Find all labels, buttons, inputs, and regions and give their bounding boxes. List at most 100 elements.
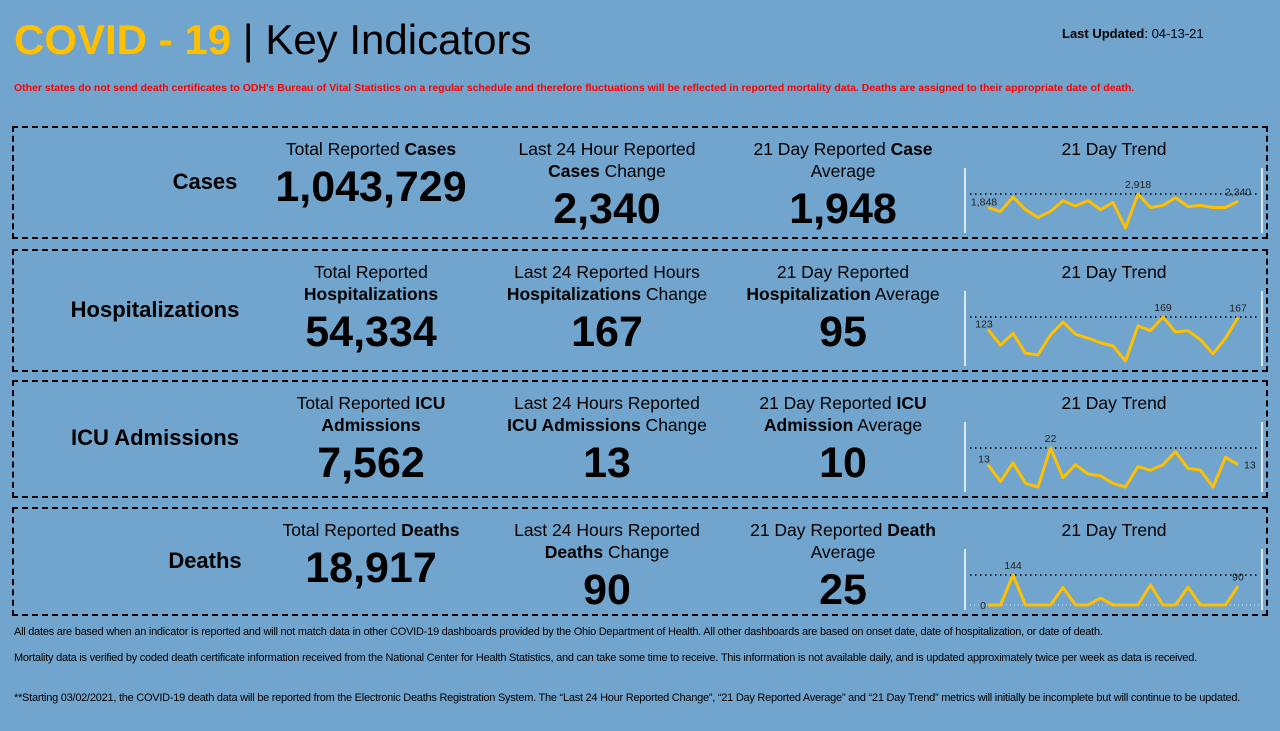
stat-header-text: ICU Admissions [507, 415, 641, 435]
stat-header-text: Change [641, 284, 708, 304]
stat-header-text: Average [810, 161, 876, 181]
stat-header-line: Average [723, 160, 963, 182]
last-updated: Last Updated: 04-13-21 [1062, 26, 1204, 41]
stat-header-text: Admission [763, 415, 854, 435]
stat-header-line: Admission Average [723, 414, 963, 436]
stat-header-line: 21 Day Reported ICU [723, 392, 963, 414]
panel-label: ICU Admissions [71, 425, 239, 450]
stat-value: 1,043,729 [275, 163, 467, 211]
trend-title: 21 Day Trend [1061, 262, 1167, 282]
trend-line [986, 315, 1240, 363]
trend-data-label: 167 [1229, 303, 1247, 315]
stat-header-text: Total Reported [314, 262, 428, 282]
last-updated-value: : 04-13-21 [1144, 26, 1204, 41]
stat-header-text: 21 Day Reported [753, 139, 891, 159]
stat-header-text: Hospitalization [746, 284, 871, 304]
trend-data-label: 13 [1244, 460, 1256, 472]
stat-value: 167 [571, 308, 643, 356]
stat-header-text: Deaths [544, 542, 604, 562]
trend-data-label: 169 [1154, 302, 1172, 314]
stat-header-line: Hospitalizations [251, 283, 491, 305]
stat-cell: Last 24 Hours Reported Deaths Change 90 [487, 519, 727, 615]
trend-chart: 21 Day Trend 0 144 90 [964, 509, 1264, 614]
stat-header-text: 21 Day Reported [759, 393, 897, 413]
stat-cell: Last 24 Reported Hours Hospitalizations C… [487, 261, 727, 357]
stat-header-line: Deaths Change [487, 541, 727, 563]
page-title: COVID - 19 | Key Indicators [14, 14, 531, 66]
trend-data-label: 2,340 [1225, 186, 1251, 198]
stat-value: 13 [583, 439, 631, 487]
stat-cell: Last 24 Hour Reported Cases Change 2,340 [487, 138, 727, 234]
stat-header-line: Total Reported Deaths [251, 519, 491, 541]
stat-value: 10 [819, 439, 867, 487]
trend-data-label: 1,848 [971, 197, 997, 209]
stat-header-text: Last 24 Hours Reported [514, 520, 700, 540]
stat-header-text: Average [870, 284, 940, 304]
stat-header-text: 21 Day Reported [750, 520, 888, 540]
stat-header-text: Total Reported [296, 393, 416, 413]
stat-header-text: Deaths [401, 520, 460, 540]
stat-value: 18,917 [305, 544, 437, 592]
stat-header-line: ICU Admissions Change [487, 414, 727, 436]
panel-icu-admissions: ICU Admissions Total Reported ICU Admissio… [12, 380, 1268, 498]
last-updated-label: Last Updated [1062, 26, 1145, 41]
stat-value: 25 [819, 566, 867, 614]
stat-header-line: Total Reported Cases [251, 138, 491, 160]
trend-data-label: 2,918 [1125, 179, 1151, 191]
stat-header-text: Last 24 Hour Reported [518, 139, 696, 159]
trend-data-label: 90 [1232, 571, 1244, 583]
stat-cell: 21 Day Reported ICU Admission Average 10 [723, 392, 963, 488]
trend-chart: 21 Day Trend 123 169 167 [964, 251, 1264, 370]
stat-value: 95 [819, 308, 867, 356]
stat-cell: Total Reported Hospitalizations 54,334 [251, 261, 491, 357]
stat-header-text: Change [603, 542, 670, 562]
stat-header-line: 21 Day Reported Case [723, 138, 963, 160]
stat-header-line: Total Reported ICU [251, 392, 491, 414]
trend-line [986, 446, 1239, 489]
trend-data-label: 0 [980, 600, 986, 612]
title-main: Key Indicators [265, 16, 532, 63]
trend-title: 21 Day Trend [1061, 393, 1167, 413]
panel-label: Hospitalizations [70, 296, 240, 322]
stat-cell: Total Reported ICU Admissions 7,562 [251, 392, 491, 488]
footer-note-2: Mortality data is verified by coded deat… [14, 652, 1197, 664]
trend-line [987, 192, 1239, 230]
stat-header-text: Case [890, 139, 933, 159]
trend-title: 21 Day Trend [1061, 520, 1167, 540]
panel-deaths: Deaths Total Reported Deaths 18,917 Last 24… [12, 507, 1268, 616]
stat-cell: 21 Day Reported Hospitalization Average 95 [723, 261, 963, 357]
trend-sparkline: 1,848 2,918 2,340 [964, 168, 1263, 233]
stat-header-text: Last 24 Hours Reported [514, 393, 700, 413]
trend-sparkline: 13 22 13 [964, 422, 1263, 492]
stat-header-line: Average [723, 541, 963, 563]
footer-note-3: **Starting 03/02/2021, the COVID-19 deat… [14, 692, 1241, 704]
panel-cases: Cases Total Reported Cases 1,043,729 Last 2… [12, 126, 1268, 239]
stat-header-text: Last 24 Reported Hours [514, 262, 700, 282]
trend-title: 21 Day Trend [1061, 139, 1167, 159]
stat-header-line: Total Reported [251, 261, 491, 283]
mortality-notice: Other states do not send death certifica… [14, 82, 1135, 94]
stat-header-line: Admissions [251, 414, 491, 436]
stat-cell: 21 Day Reported Case Average 1,948 [723, 138, 963, 234]
stat-header-text: Average [853, 415, 923, 435]
trend-data-label: 144 [1004, 560, 1022, 572]
title-separator: | [231, 16, 266, 63]
stat-header-text: Total Reported [282, 520, 402, 540]
trend-data-label: 13 [978, 454, 990, 466]
stat-header-line: Hospitalization Average [723, 283, 963, 305]
stat-header-line: Hospitalizations Change [487, 283, 727, 305]
stat-header-line: 21 Day Reported [723, 261, 963, 283]
stat-value: 7,562 [317, 439, 425, 487]
trend-data-label: 22 [1045, 433, 1057, 445]
trend-sparkline: 123 169 167 [964, 291, 1263, 366]
stat-header-text: Cases [404, 139, 457, 159]
title-prefix: COVID - 19 [14, 16, 232, 63]
stat-cell: Total Reported Deaths 18,917 [251, 519, 491, 593]
stat-header-text: ICU [415, 393, 446, 413]
panel-hospitalizations: Hospitalizations Total Reported Hospitaliz… [12, 249, 1268, 372]
stat-header-text: ICU [896, 393, 927, 413]
stat-cell: Total Reported Cases 1,043,729 [251, 138, 491, 212]
trend-chart: 21 Day Trend 1,848 2,918 2,340 [964, 128, 1264, 237]
stat-header-line: Last 24 Hours Reported [487, 392, 727, 414]
stat-header-text: Hospitalizations [303, 284, 439, 304]
